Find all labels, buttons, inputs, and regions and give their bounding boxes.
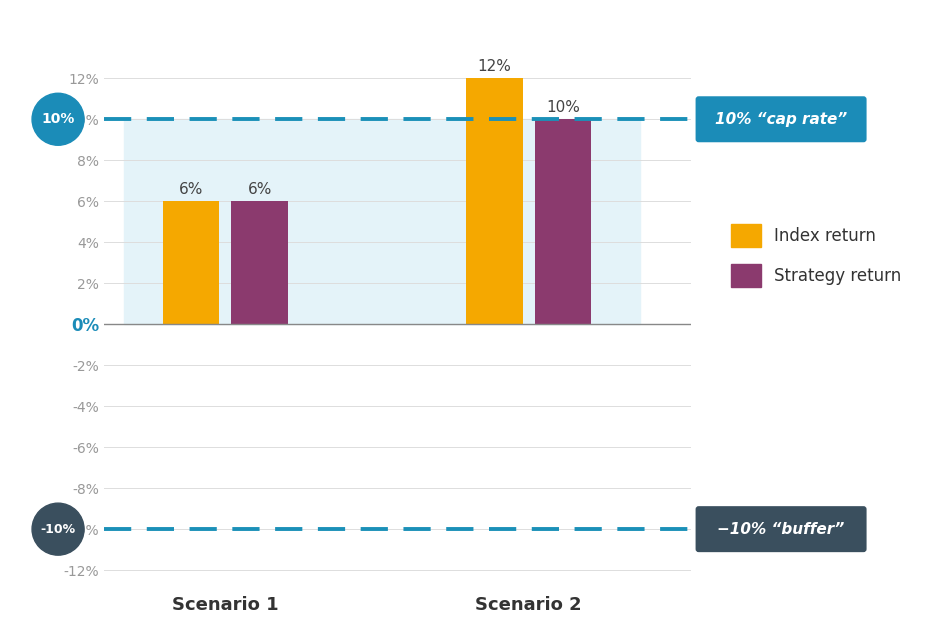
Text: 6%: 6% bbox=[248, 182, 272, 197]
Text: 12%: 12% bbox=[478, 59, 512, 74]
Text: -10%: -10% bbox=[41, 523, 76, 535]
FancyBboxPatch shape bbox=[695, 96, 867, 143]
Bar bbox=[534, 119, 591, 324]
Bar bbox=[163, 201, 219, 324]
Legend: Index return, Strategy return: Index return, Strategy return bbox=[723, 215, 910, 296]
Text: 10%: 10% bbox=[546, 100, 580, 115]
Bar bbox=[466, 78, 523, 324]
Bar bbox=[232, 201, 289, 324]
Circle shape bbox=[32, 93, 84, 145]
Text: 6%: 6% bbox=[179, 182, 203, 197]
FancyBboxPatch shape bbox=[695, 506, 867, 552]
Circle shape bbox=[32, 503, 84, 555]
Text: 10%: 10% bbox=[42, 112, 75, 126]
Text: 10% “cap rate”: 10% “cap rate” bbox=[715, 112, 848, 126]
Text: −10% “buffer”: −10% “buffer” bbox=[717, 522, 845, 537]
